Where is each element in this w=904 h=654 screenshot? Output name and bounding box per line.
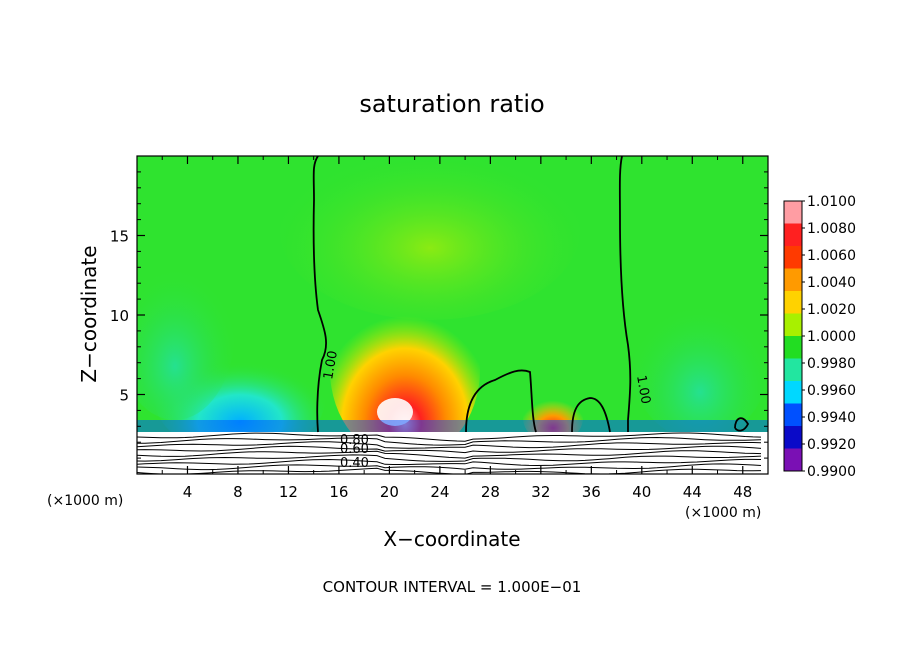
colorbar-label: 1.0080 — [807, 221, 856, 237]
lower-contour-line — [137, 432, 762, 442]
colorbar-swatch — [784, 381, 802, 404]
y-axis-label: Z−coordinate — [77, 245, 101, 382]
contour-interval-note: CONTOUR INTERVAL = 1.000E−01 — [323, 578, 582, 596]
x-tick-label: 12 — [279, 483, 298, 501]
contour-line-right — [618, 156, 632, 432]
chart-title: saturation ratio — [359, 90, 544, 118]
x-unit-right: (×1000 m) — [685, 505, 761, 521]
x-tick-label: 4 — [183, 483, 193, 501]
colorbar-label: 0.9900 — [807, 464, 856, 480]
colorbar-swatch — [784, 246, 802, 269]
colorbar-swatch — [784, 291, 802, 314]
y-tick-label: 5 — [119, 387, 129, 405]
colorbar-label: 1.0060 — [807, 248, 856, 264]
colorbar-swatch — [784, 336, 802, 359]
contour-line-bump-b — [571, 397, 611, 433]
lower-contour-line — [137, 463, 762, 471]
contour-line-left — [312, 156, 327, 433]
y-axis-ticks: 5 10 15 — [110, 171, 768, 459]
lower-contour-line — [137, 458, 762, 467]
x-axis-ticks: 4 8 12 16 20 24 28 32 36 40 44 48 — [161, 156, 752, 501]
x-tick-label: 44 — [683, 483, 702, 501]
y-tick-label: 15 — [110, 228, 129, 246]
colorbar-swatch — [784, 358, 802, 382]
x-tick-label: 28 — [481, 483, 500, 501]
x-axis-label: X−coordinate — [383, 527, 520, 551]
field-right-teal-region — [630, 280, 768, 440]
contour-label-left: 1.00 — [321, 350, 341, 381]
colorbar-swatch — [784, 403, 802, 427]
x-tick-label: 36 — [582, 483, 601, 501]
colorbar-label: 1.0000 — [807, 329, 856, 345]
colorbar-swatch — [784, 448, 802, 472]
x-tick-label: 40 — [632, 483, 651, 501]
contour-label-040: 0.40 — [340, 456, 369, 471]
colorbar-swatch — [784, 426, 802, 449]
colorbar-label: 1.0040 — [807, 275, 856, 291]
colorbar-swatch — [784, 268, 802, 292]
colorbar-swatch — [784, 313, 802, 337]
colorbar-label: 0.9960 — [807, 383, 856, 399]
x-tick-label: 48 — [733, 483, 752, 501]
colorbar-label: 1.0100 — [807, 194, 856, 210]
contour-line-bump-c — [734, 417, 750, 432]
field-left-teal-region — [137, 240, 235, 420]
field-main-plume — [330, 280, 480, 460]
contour-line-bump-a — [465, 369, 537, 433]
colorbar-label: 1.0020 — [807, 302, 856, 318]
field-surface-blue-band — [137, 420, 768, 432]
lower-contour-line — [137, 436, 762, 446]
contour-label-right: 1.00 — [633, 374, 653, 405]
lower-contour-line — [137, 445, 762, 454]
plot-field — [137, 156, 768, 474]
x-tick-label: 32 — [531, 483, 550, 501]
colorbar-swatch — [784, 223, 802, 247]
colorbar: 1.0100 1.0080 1.0060 1.0040 1.0020 1.0000 0.99… — [783, 194, 856, 480]
colorbar-label: 0.9980 — [807, 356, 856, 372]
x-unit-left: (×1000 m) — [47, 493, 123, 509]
y-tick-label: 10 — [110, 307, 129, 325]
field-plume-core — [377, 398, 413, 426]
colorbar-label: 0.9920 — [807, 437, 856, 453]
lower-contour-line — [137, 441, 762, 449]
x-tick-label: 16 — [329, 483, 348, 501]
colorbar-label: 0.9940 — [807, 410, 856, 426]
x-tick-label: 8 — [233, 483, 243, 501]
contour-label-060: 0.60 — [340, 442, 369, 457]
x-tick-label: 24 — [430, 483, 449, 501]
contour-label-080: 0.80 — [340, 433, 369, 448]
field-upper-yellow-region — [280, 156, 580, 320]
x-tick-label: 20 — [380, 483, 399, 501]
colorbar-swatch — [784, 201, 802, 224]
lower-contour-line — [137, 450, 762, 459]
lower-contour-line — [137, 454, 762, 462]
